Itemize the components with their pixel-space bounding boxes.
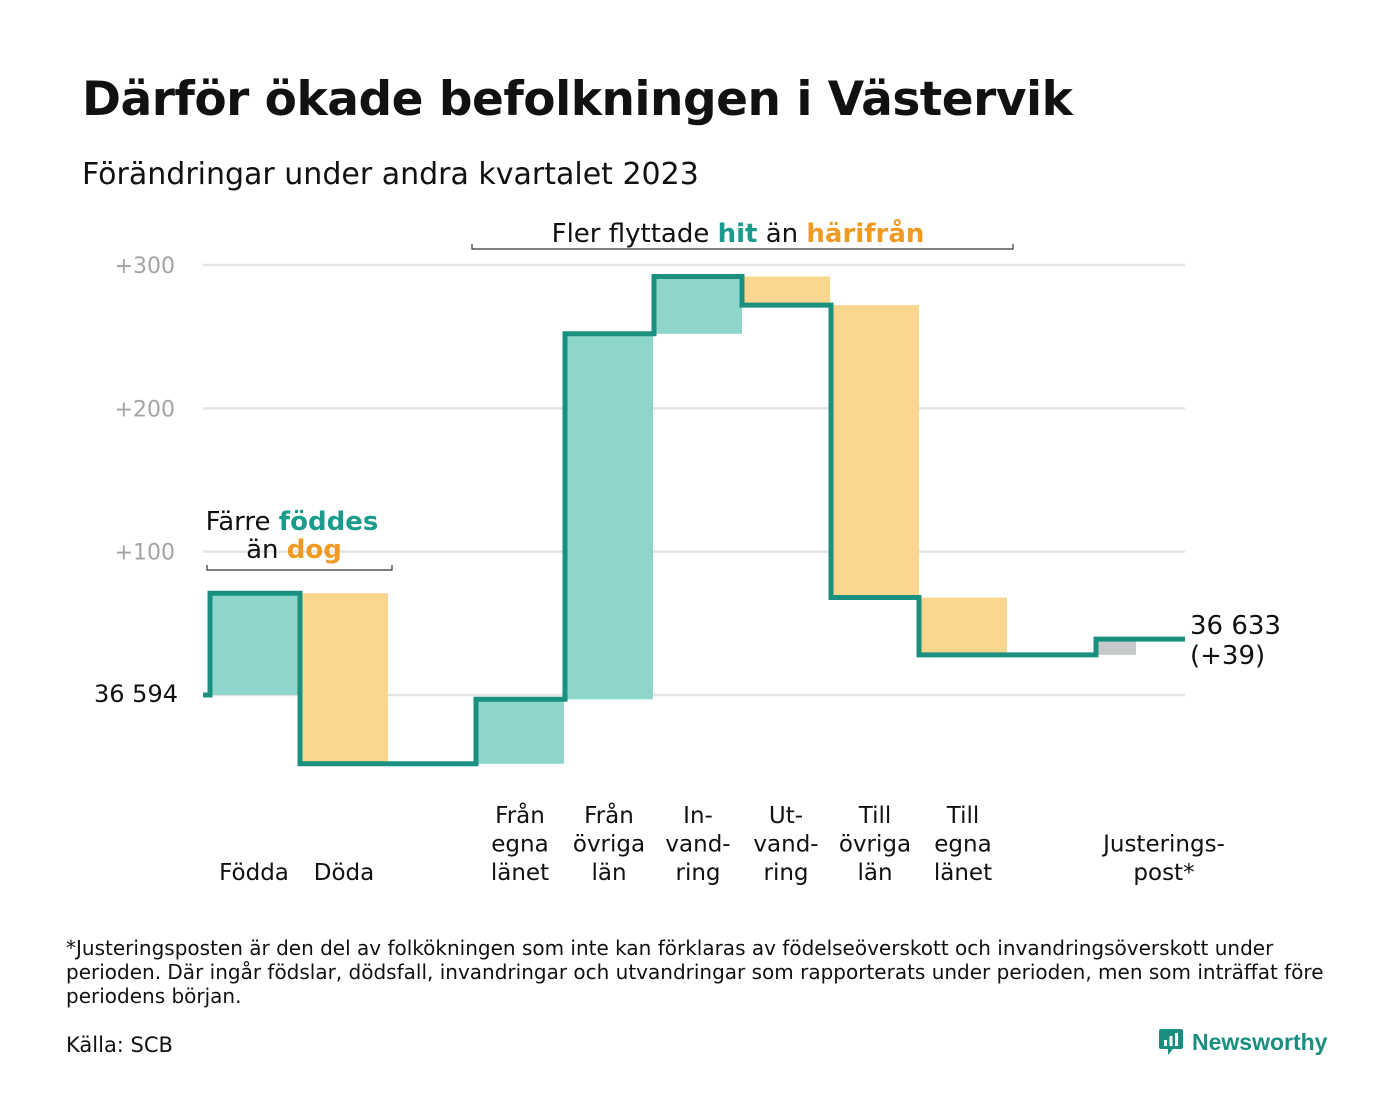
- footnote: *Justeringsposten är den del av folkökni…: [66, 936, 1324, 1008]
- births-annotation-line1: Färre föddes: [206, 507, 379, 537]
- annotation-highlight-hit: hit: [718, 219, 758, 249]
- category-label-fodda: Födda: [219, 860, 289, 886]
- bar-fran-egna-lanet: [476, 699, 564, 764]
- bars: [210, 276, 1136, 764]
- bar-doda: [300, 593, 388, 764]
- category-label-till-ovriga-lan: län: [857, 860, 892, 886]
- step-line: [203, 273, 1185, 767]
- category-label-utvandring: Ut-: [769, 803, 803, 829]
- annotation-highlight-harifran: härifrån: [806, 217, 924, 249]
- y-tick-label: +100: [115, 541, 175, 566]
- bar-till-ovriga-lan: [831, 305, 919, 598]
- migration-bracket: [471, 244, 1014, 250]
- start-value-label: 36 594: [94, 680, 178, 708]
- category-label-fran-ovriga-lan: län: [591, 860, 626, 886]
- brand-logo[interactable]: Newsworthy: [1158, 1027, 1327, 1057]
- category-label-till-ovriga-lan: Till: [858, 803, 892, 829]
- category-label-justeringspost: post*: [1133, 860, 1194, 886]
- births-annotation-line2: än dog: [246, 535, 342, 565]
- brand-name: Newsworthy: [1192, 1028, 1328, 1055]
- births-bracket: [206, 565, 393, 571]
- category-label-till-egna-lanet: egna: [934, 832, 991, 858]
- bar-utvandring: [742, 276, 830, 306]
- bar-invandring: [654, 276, 742, 334]
- annotation-text: Färre: [206, 507, 279, 537]
- newsworthy-logo-icon: [1159, 1029, 1183, 1055]
- category-label-invandring: ring: [675, 860, 720, 886]
- category-label-fran-ovriga-lan: Från: [584, 801, 634, 829]
- category-label-utvandring: vand-: [753, 832, 818, 858]
- category-label-till-egna-lanet: länet: [934, 860, 992, 886]
- chart-title: Därför ökade befolkningen i Västervik: [82, 72, 1073, 127]
- bar-till-egna-lanet: [919, 597, 1007, 655]
- end-change-label: (+39): [1190, 641, 1265, 671]
- category-label-justeringspost: Justerings-: [1101, 832, 1225, 858]
- y-tick-label: +200: [115, 397, 175, 422]
- category-label-doda: Döda: [314, 860, 374, 886]
- running-total-line: [203, 273, 1185, 767]
- category-label-fran-egna-lanet: Från: [495, 801, 545, 829]
- category-label-invandring: vand-: [665, 832, 730, 858]
- end-value-label: 36 633: [1190, 611, 1281, 641]
- category-label-till-egna-lanet: Till: [946, 803, 980, 829]
- annotation-highlight-fodda: föddes: [279, 507, 379, 537]
- source-note: Källa: SCB: [66, 1033, 173, 1057]
- bar-justeringspost: [1096, 639, 1136, 655]
- category-label-invandring: In-: [683, 803, 713, 829]
- chart-subtitle: Förändringar under andra kvartalet 2023: [82, 157, 699, 192]
- category-label-utvandring: ring: [763, 860, 808, 886]
- bar-fodda: [210, 593, 298, 695]
- category-label-till-ovriga-lan: övriga: [839, 832, 911, 858]
- category-label-fran-egna-lanet: egna: [491, 832, 548, 858]
- migration-annotation: Fler flyttade hit än härifrån: [552, 217, 925, 249]
- bar-fran-ovriga-lan: [565, 333, 653, 700]
- annotation-highlight-doda: dog: [287, 535, 342, 565]
- annotation-text: Fler flyttade: [552, 219, 718, 249]
- category-label-fran-egna-lanet: länet: [491, 860, 549, 886]
- category-label-fran-ovriga-lan: övriga: [573, 832, 645, 858]
- y-tick-label: +300: [115, 254, 175, 279]
- annotation-text: än: [757, 219, 806, 249]
- annotation-text: än: [246, 535, 287, 565]
